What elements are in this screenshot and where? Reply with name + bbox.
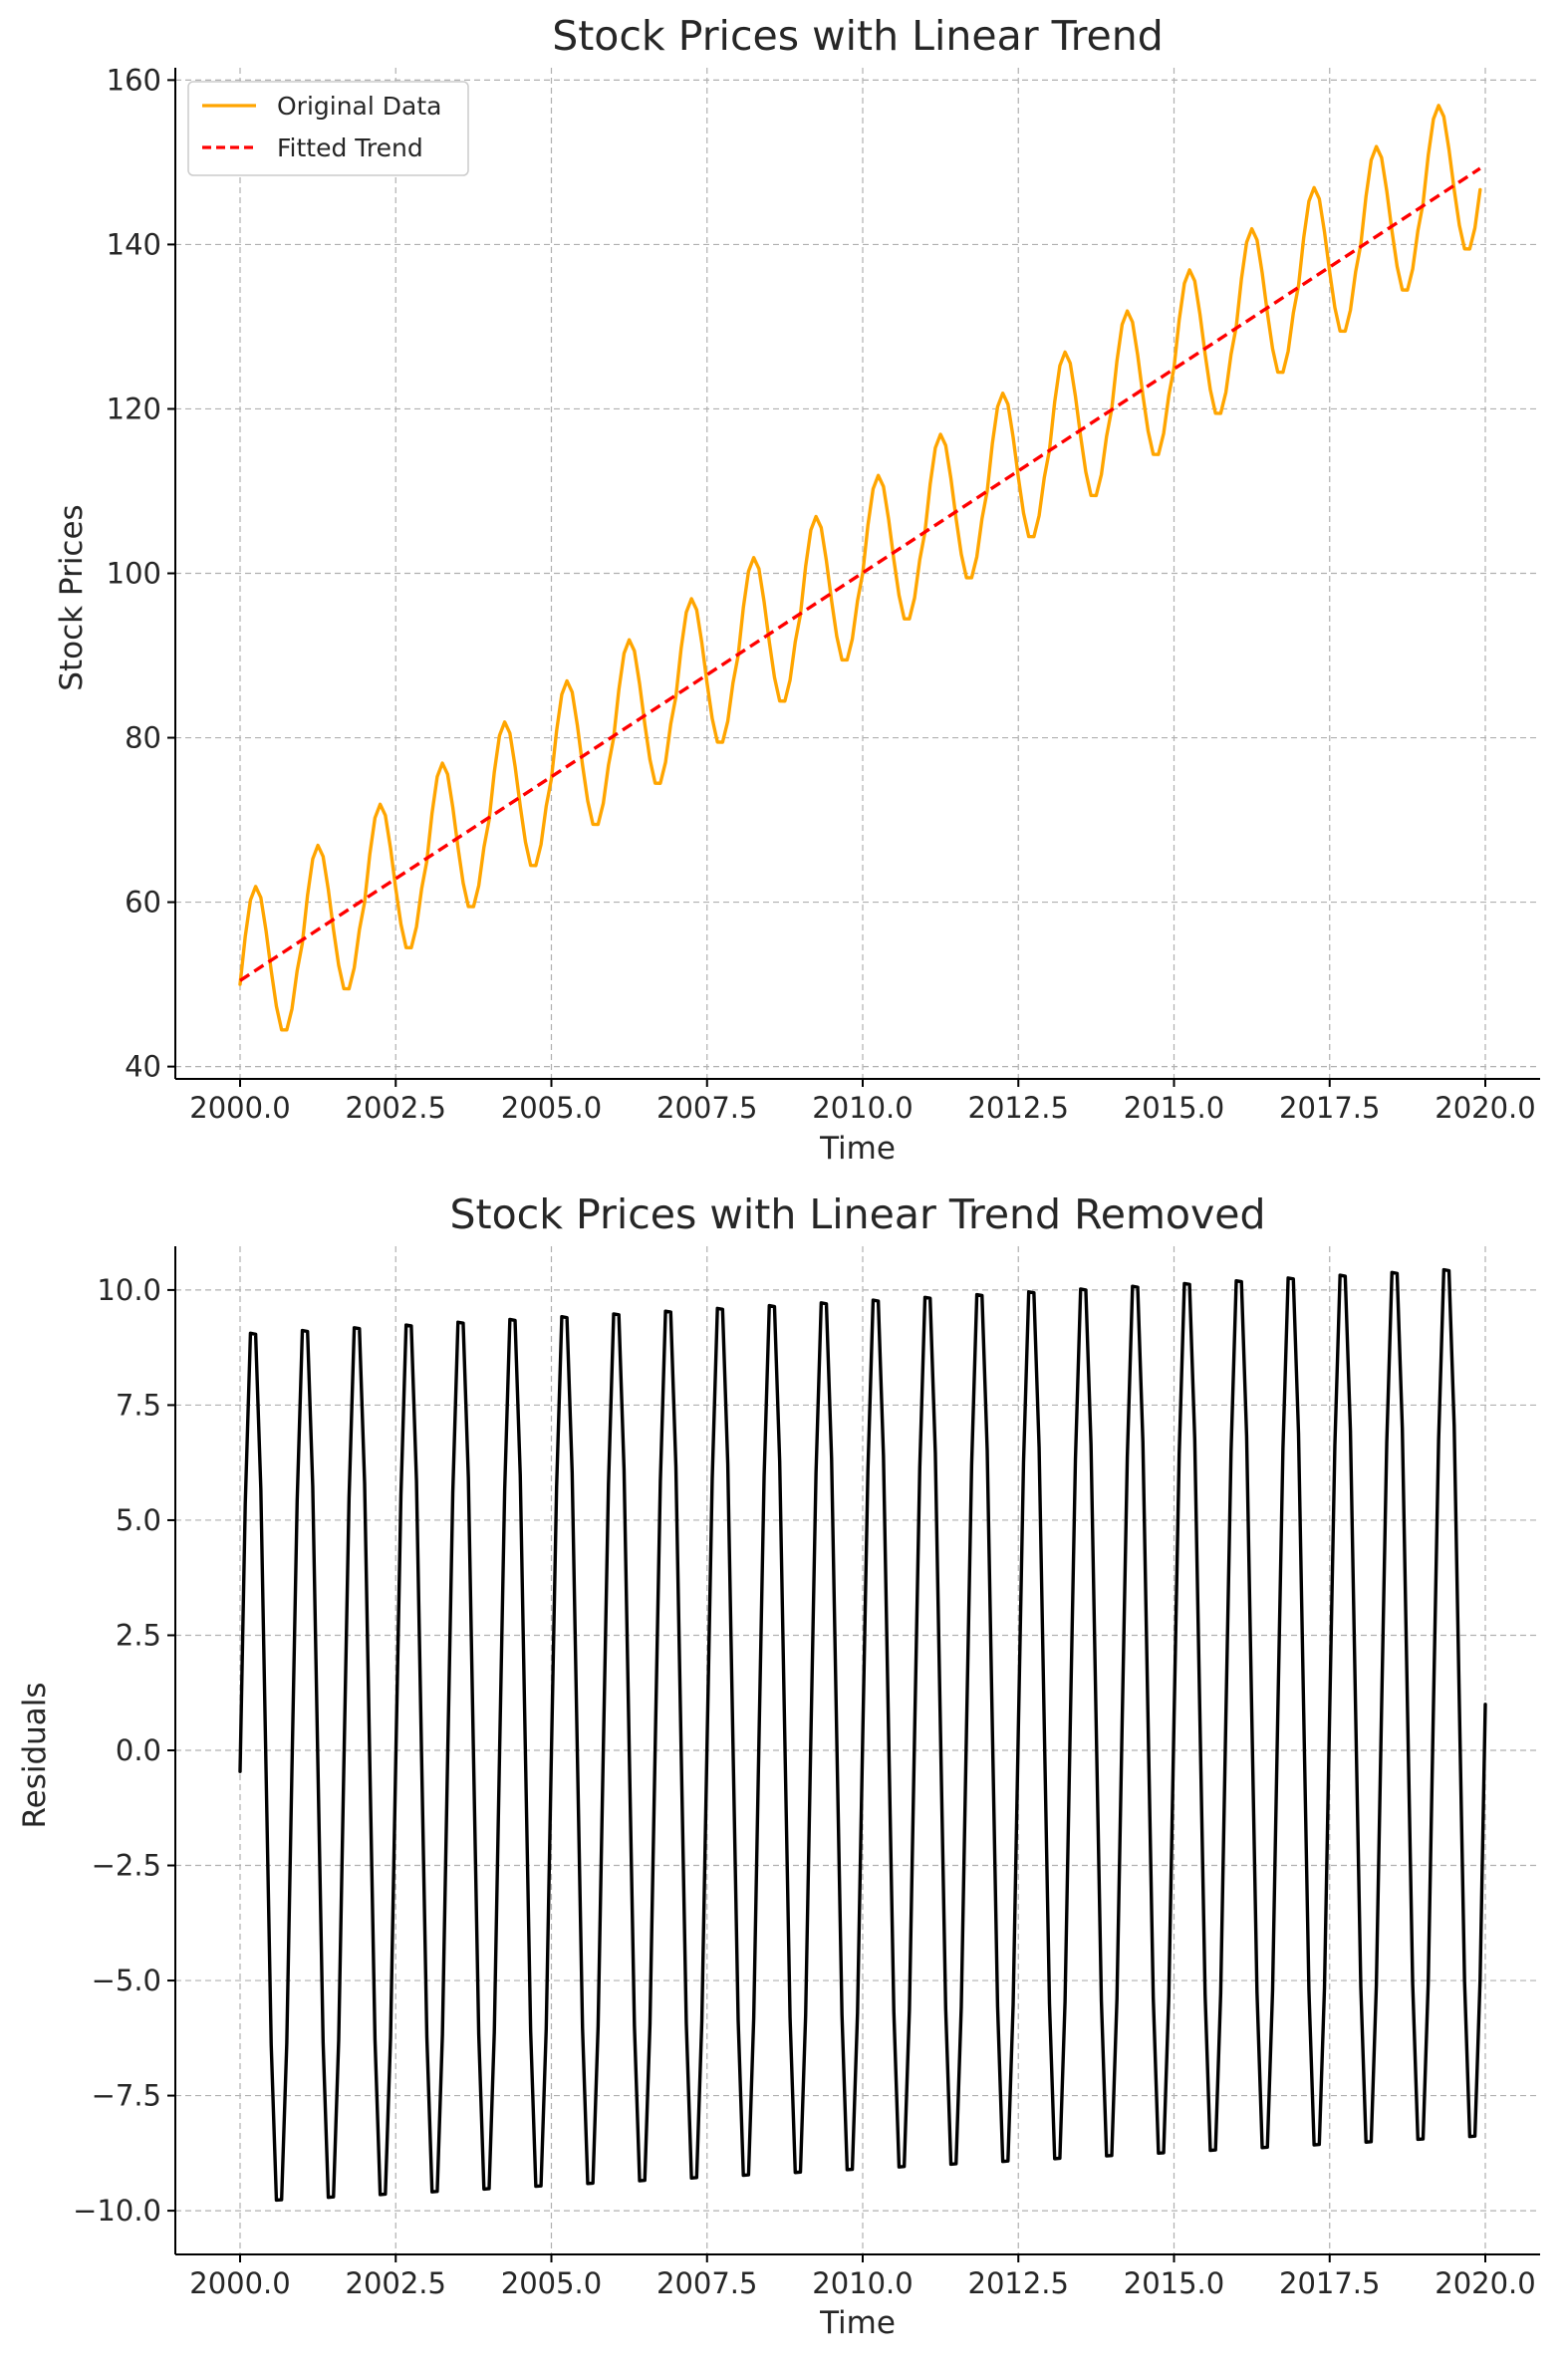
y-axis-label: Residuals bbox=[17, 1682, 53, 1828]
series-line-original-data bbox=[238, 104, 1482, 1032]
legend-label-original-data: Original Data bbox=[277, 92, 441, 121]
x-tick-label: 2002.5 bbox=[346, 1091, 446, 1125]
y-tick-label: −2.5 bbox=[92, 1849, 161, 1883]
y-tick-label: 100 bbox=[107, 557, 161, 591]
series-line-residuals bbox=[238, 1267, 1487, 2203]
y-tick-label: −7.5 bbox=[92, 2079, 161, 2113]
series-line-fitted-trend bbox=[239, 166, 1481, 982]
x-tick-label: 2012.5 bbox=[968, 1091, 1069, 1125]
y-tick-label: 40 bbox=[125, 1050, 161, 1084]
chart-panel-residuals: Stock Prices with Linear Trend Removed 2… bbox=[17, 1190, 1540, 2341]
y-tick-label: 0.0 bbox=[116, 1733, 161, 1767]
y-tick-label: 2.5 bbox=[116, 1618, 161, 1652]
x-tick-label: 2005.0 bbox=[501, 2266, 602, 2300]
y-tick-label: 160 bbox=[107, 63, 161, 97]
legend-box bbox=[187, 81, 469, 176]
x-tick-label: 2012.5 bbox=[968, 2266, 1069, 2300]
x-tick-label: 2015.0 bbox=[1124, 1091, 1224, 1125]
y-tick-label: 120 bbox=[107, 392, 161, 425]
y-tick-label: −10.0 bbox=[73, 2194, 161, 2228]
x-axis-label: Time bbox=[819, 2305, 896, 2341]
chart-panel-stock-prices: Stock Prices with Linear Trend 2000.0 200… bbox=[54, 12, 1540, 1167]
y-axis-label: Stock Prices bbox=[54, 504, 90, 690]
x-tick-label: 2010.0 bbox=[812, 2266, 913, 2300]
x-tick-label: 2020.0 bbox=[1435, 1091, 1535, 1125]
y-tick-label: 7.5 bbox=[116, 1388, 161, 1422]
x-tick-label: 2017.5 bbox=[1279, 2266, 1380, 2300]
y-tick-label: 60 bbox=[125, 886, 161, 920]
x-tick-label: 2010.0 bbox=[812, 1091, 913, 1125]
x-tick-label: 2002.5 bbox=[346, 2266, 446, 2300]
y-tick-label: −5.0 bbox=[92, 1964, 161, 1997]
x-tick-label: 2000.0 bbox=[189, 1091, 290, 1125]
y-tick-label: 5.0 bbox=[116, 1503, 161, 1537]
chart-title: Stock Prices with Linear Trend bbox=[552, 12, 1164, 60]
y-tick-label: 10.0 bbox=[97, 1273, 161, 1307]
x-tick-label: 2007.5 bbox=[656, 2266, 757, 2300]
chart-title: Stock Prices with Linear Trend Removed bbox=[449, 1190, 1265, 1238]
x-tick-label: 2005.0 bbox=[501, 1091, 602, 1125]
x-tick-label: 2020.0 bbox=[1435, 2266, 1535, 2300]
x-tick-label: 2017.5 bbox=[1279, 1091, 1380, 1125]
y-tick-label: 80 bbox=[125, 721, 161, 755]
x-tick-label: 2000.0 bbox=[189, 2266, 290, 2300]
legend-label-fitted-trend: Fitted Trend bbox=[277, 133, 423, 162]
y-tick-label: 140 bbox=[107, 227, 161, 261]
x-axis-label: Time bbox=[819, 1131, 896, 1167]
legend: Original Data Fitted Trend bbox=[187, 81, 469, 176]
x-tick-label: 2007.5 bbox=[656, 1091, 757, 1125]
x-tick-label: 2015.0 bbox=[1124, 2266, 1224, 2300]
